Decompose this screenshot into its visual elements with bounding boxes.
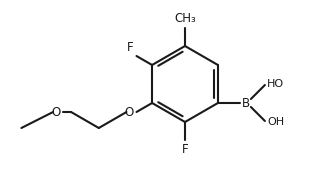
Text: B: B: [242, 96, 250, 110]
Text: O: O: [52, 105, 61, 119]
Text: CH₃: CH₃: [174, 12, 196, 25]
Text: HO: HO: [267, 79, 284, 89]
Text: OH: OH: [267, 117, 284, 127]
Text: F: F: [127, 41, 134, 54]
Text: F: F: [182, 143, 188, 156]
Text: O: O: [124, 105, 134, 119]
